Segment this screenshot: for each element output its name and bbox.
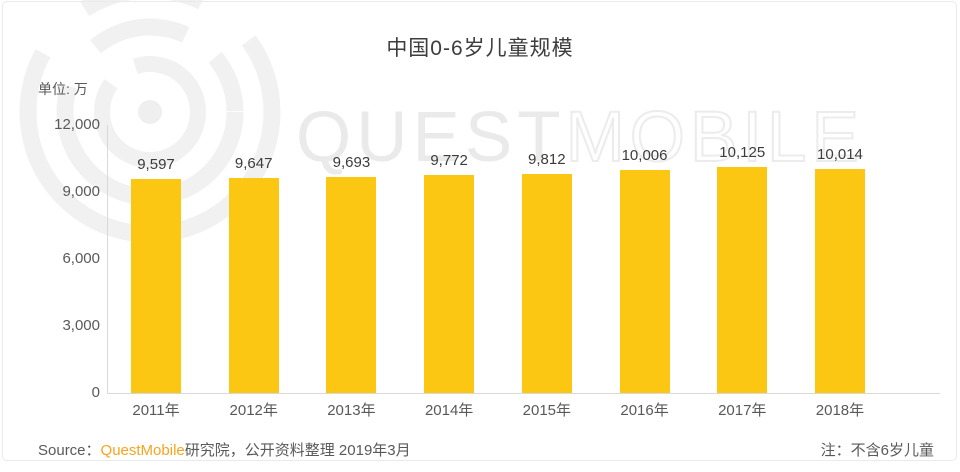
- bar-value-label: 10,125: [719, 144, 766, 161]
- bar: [326, 177, 377, 393]
- bar-value-label: 9,772: [430, 152, 468, 169]
- source-line: Source：QuestMobile研究院，公开资料整理 2019年3月: [38, 439, 411, 460]
- bar-value-label: 9,693: [332, 154, 371, 171]
- bar-value-label: 9,597: [137, 156, 175, 173]
- x-axis-label: 2018年: [815, 402, 865, 419]
- unit-label: 单位: 万: [38, 81, 88, 97]
- bar-value-label: 10,006: [621, 147, 668, 164]
- y-axis-label: 0: [91, 384, 100, 401]
- bar-value-label: 9,812: [528, 151, 566, 168]
- y-axis-label: 12,000: [54, 116, 100, 133]
- bar: [228, 178, 279, 393]
- bar: [131, 179, 181, 393]
- questmobile-brand-label: QuestMobile: [100, 442, 185, 459]
- watermark-text: QUESTMOBILE: [296, 101, 864, 174]
- x-axis-label: 2016年: [620, 402, 669, 419]
- x-axis-label: 2017年: [718, 402, 767, 419]
- y-axis-line: [107, 125, 108, 393]
- x-axis-line: [107, 393, 940, 394]
- bar: [717, 167, 768, 393]
- note-label: 注：不含6岁儿童: [820, 442, 934, 459]
- y-axis-label: 3,000: [62, 317, 100, 334]
- bar-value-label: 10,014: [817, 146, 863, 163]
- y-axis-label: 6,000: [62, 250, 100, 267]
- page-title: 中国0-6岁儿童规模: [386, 37, 574, 60]
- watermark-text-mobile: MOBILE: [565, 98, 864, 177]
- y-axis-label: 9,000: [62, 183, 100, 200]
- bar-value-label: 9,647: [234, 155, 273, 172]
- x-axis-label: 2015年: [522, 402, 572, 419]
- source-suffix-label: 研究院，公开资料整理 2019年3月: [184, 442, 411, 459]
- bar: [521, 174, 572, 393]
- source-prefix-label: Source：: [38, 442, 101, 459]
- watermark-text-quest: QUEST: [296, 98, 566, 177]
- bar: [619, 170, 670, 393]
- x-axis-label: 2014年: [424, 402, 474, 419]
- bar: [424, 175, 475, 393]
- bar: [814, 169, 865, 393]
- x-axis-label: 2011年: [132, 402, 180, 419]
- x-axis-label: 2012年: [229, 402, 278, 419]
- x-axis-label: 2013年: [327, 402, 376, 419]
